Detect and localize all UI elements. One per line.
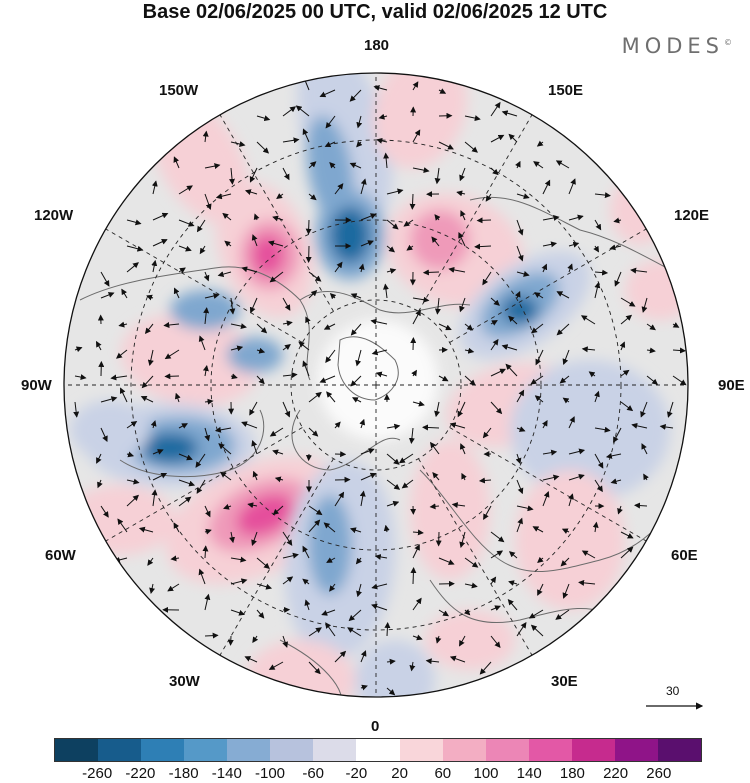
colorbar-tick-label: -260 [82,765,113,782]
lon-label-30e: 30E [551,673,578,690]
lon-label-180: 180 [364,37,390,54]
colorbar-tick-label: 20 [391,765,408,782]
colorbar-swatch [141,739,185,761]
lon-label-150w: 150W [159,82,199,99]
lon-label-30w: 30W [169,673,200,690]
colorbar-swatch [270,739,314,761]
colorbar-tick-label: 60 [434,765,452,782]
colorbar-tick-label: 260 [646,765,672,782]
colorbar-tick-label: 100 [473,765,499,782]
colorbar-swatch [571,739,615,761]
colorbar [54,738,702,762]
colorbar-swatch [442,739,486,761]
lon-label-60w: 60W [45,547,76,564]
colorbar-swatch [657,739,701,761]
colorbar-tick-label: 220 [603,765,629,782]
colorbar-tick-label: -20 [345,765,368,782]
lon-label-150e: 150E [548,82,584,99]
colorbar-swatch [528,739,572,761]
colorbar-tick-label: 140 [516,765,542,782]
colorbar-swatch [227,739,271,761]
colorbar-swatch [399,739,443,761]
colorbar-tick-label: -220 [125,765,156,782]
colorbar-tick-label: -140 [211,765,242,782]
colorbar-swatch [98,739,142,761]
lon-label-120w: 120W [34,207,74,224]
lon-label-90w: 90W [21,377,52,394]
lon-label-0: 0 [371,718,380,735]
colorbar-swatch [356,739,400,761]
map-boundary [63,72,689,698]
colorbar-swatch [55,739,99,761]
brand-mark: © [724,38,732,47]
brand-text: MODES [621,34,724,58]
colorbar-tick-label: -100 [254,765,286,782]
polar-region [318,320,438,440]
colorbar-tick-label: -60 [302,765,325,782]
reference-vector-label: 30 [666,684,680,698]
colorbar-swatch [485,739,529,761]
anomaly-field [65,73,688,697]
colorbar-swatch [313,739,357,761]
lon-label-90e: 90E [718,377,745,394]
lon-label-60e: 60E [671,547,698,564]
colorbar-tick-label: -180 [168,765,199,782]
modes-logo: MODES© [622,34,732,58]
colorbar-swatch [614,739,658,761]
wind-vectors [73,75,687,696]
graticule [64,73,688,697]
colorbar-tick-label: 180 [559,765,585,782]
lon-label-120e: 120E [674,207,710,224]
map-title: Base 02/06/2025 00 UTC, valid 02/06/2025… [142,1,608,23]
colorbar-swatch [184,739,228,761]
